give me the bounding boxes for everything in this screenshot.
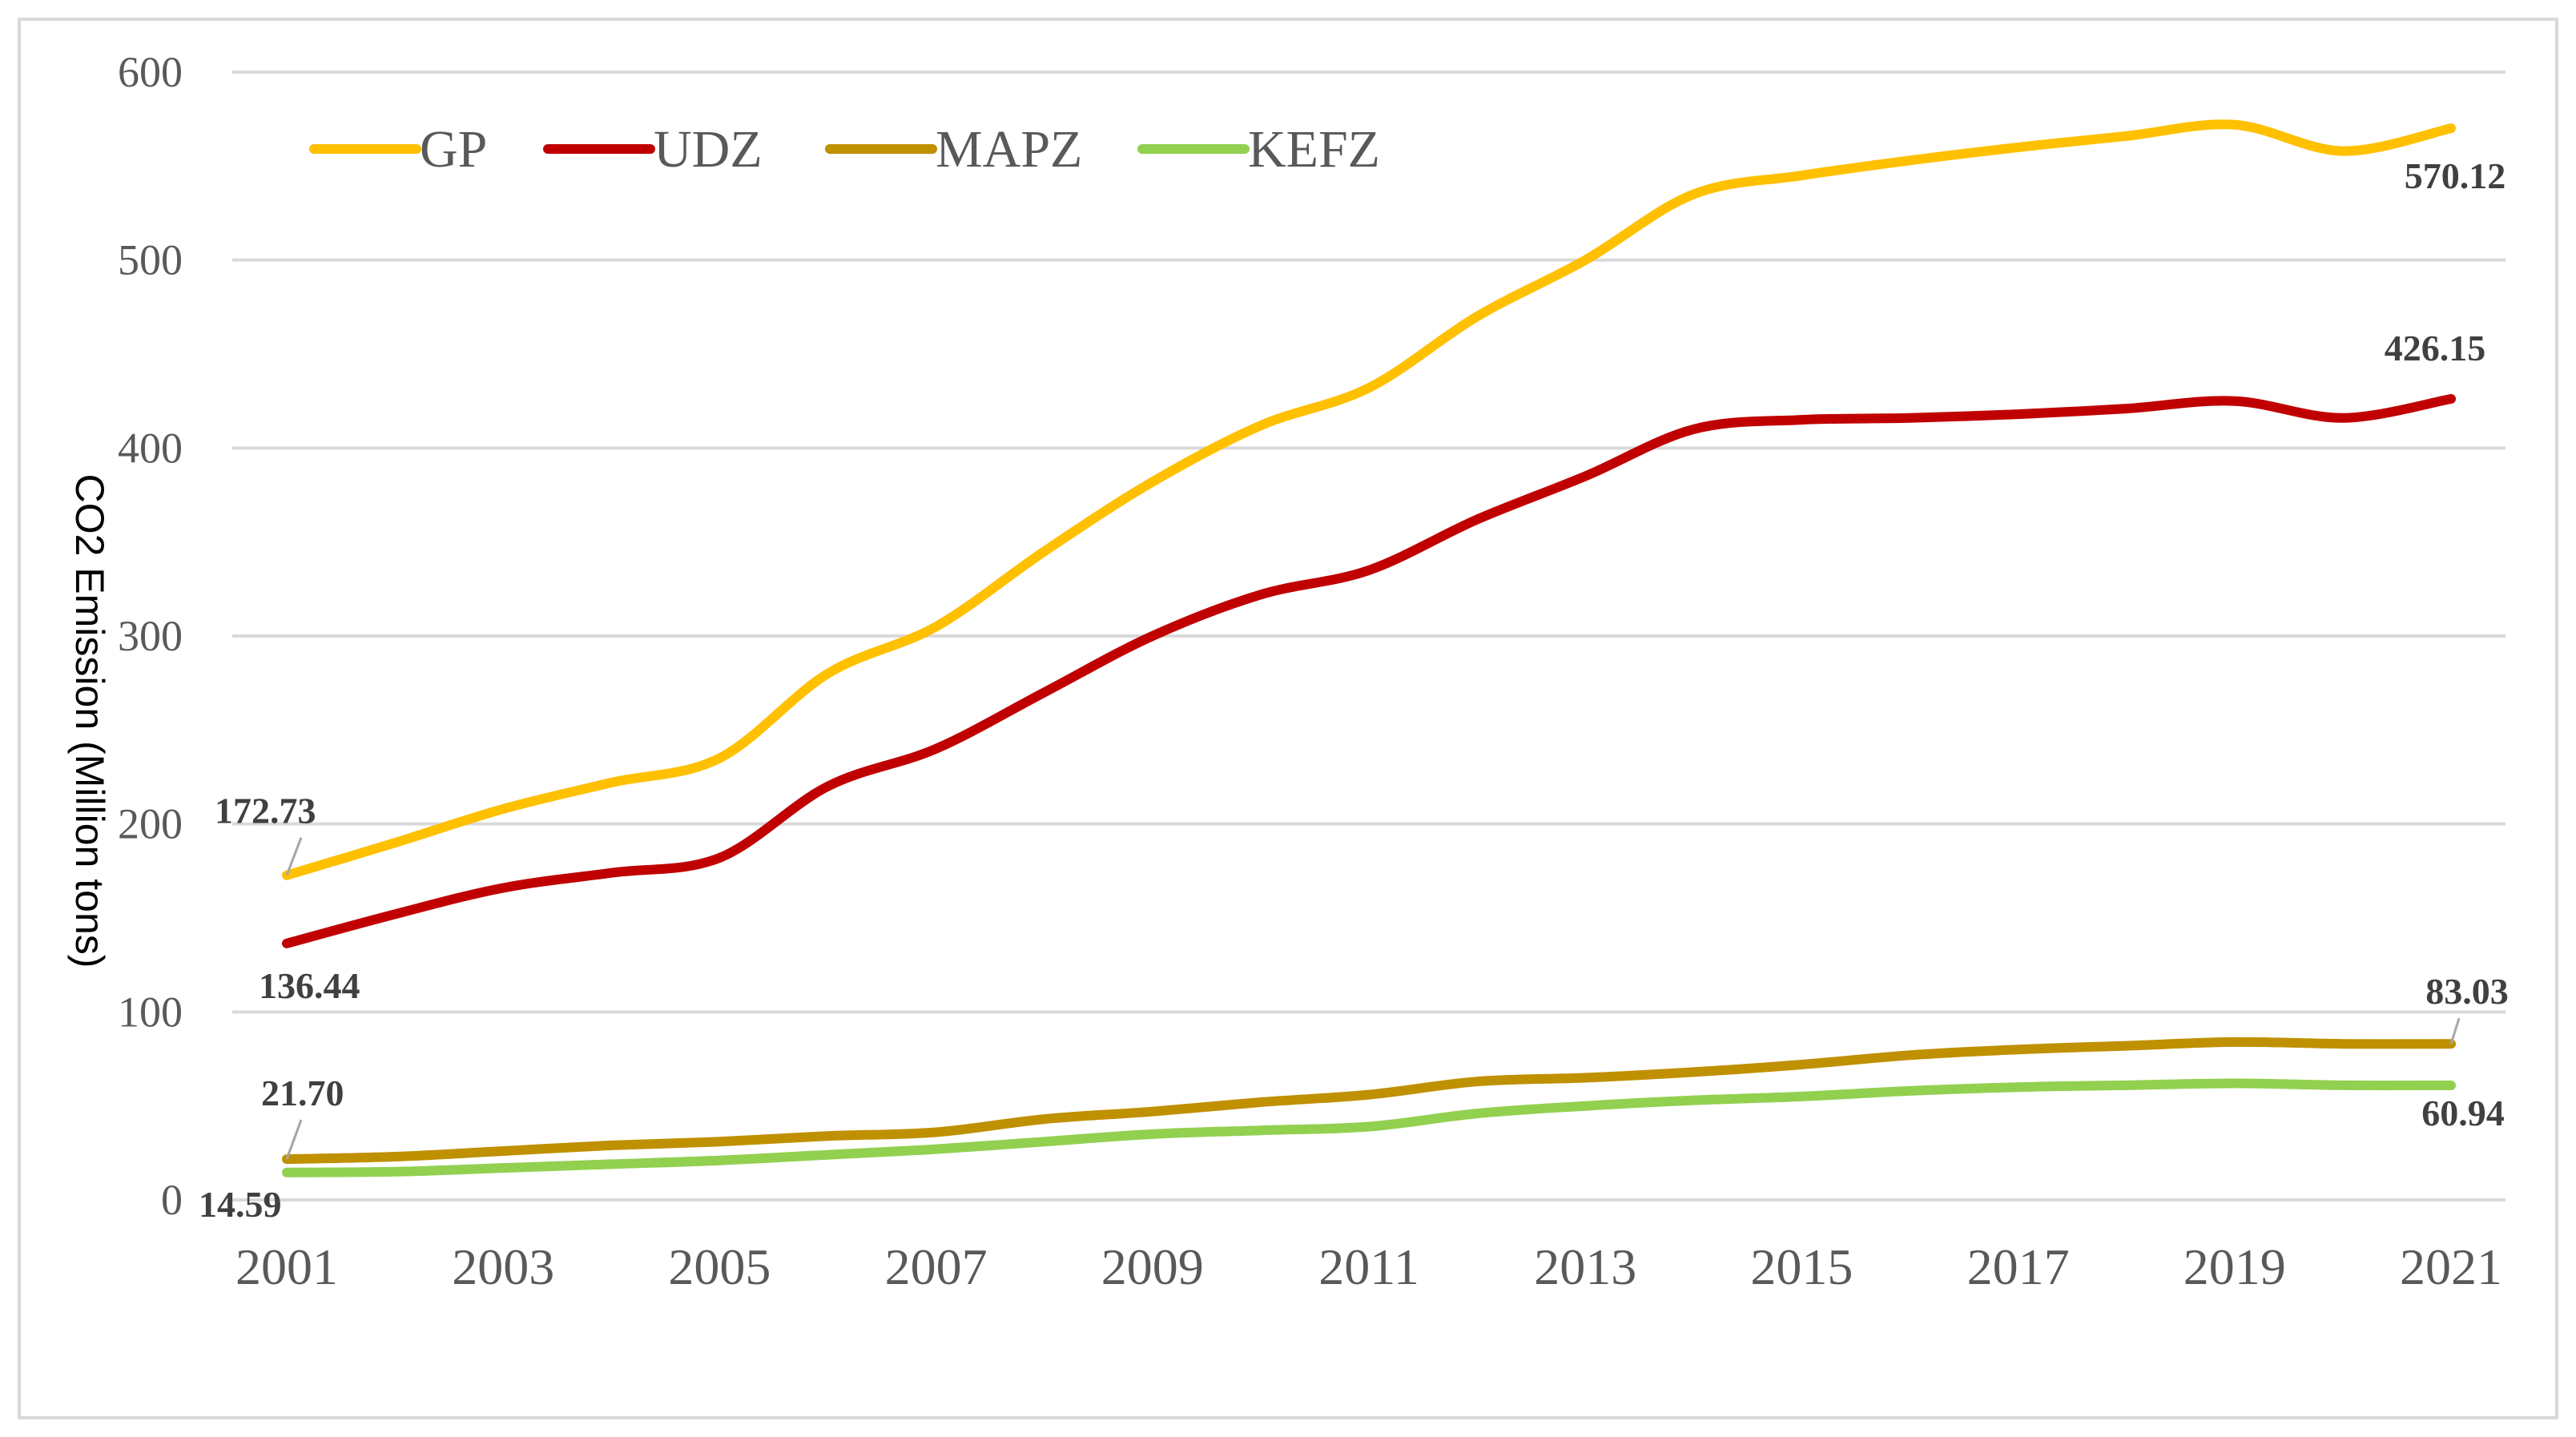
chart-frame [18, 18, 2558, 1419]
x-tick-label: 2021 [2400, 1238, 2502, 1295]
y-axis-ticks: 0 100 200 300 400 500 600 [118, 48, 183, 1224]
x-tick-label: 2009 [1101, 1238, 1204, 1295]
x-tick-label: 2007 [885, 1238, 988, 1295]
x-tick-label: 2013 [1534, 1238, 1636, 1295]
data-label-kefz: 14.59 [199, 1184, 282, 1225]
series-line-kefz [282, 1078, 2456, 1177]
data-label-udz: 426.15 [2385, 328, 2486, 368]
series-line-gp [282, 119, 2456, 880]
label-leader-line [285, 837, 303, 876]
y-tick-label: 500 [118, 236, 183, 284]
gridlines [232, 70, 2506, 1202]
y-tick-label: 300 [118, 612, 183, 660]
series-lines [282, 119, 2456, 1177]
x-tick-label: 2019 [2184, 1238, 2286, 1295]
x-tick-label: 2003 [452, 1238, 554, 1295]
x-axis-ticks: 2001 2003 2005 2007 2009 2011 2013 2015 2017 2019… [235, 1238, 2502, 1295]
x-tick-label: 2001 [235, 1238, 338, 1295]
label-leaders [285, 837, 2461, 1160]
legend-label-gp: GP [420, 120, 487, 179]
x-tick-label: 2005 [668, 1238, 771, 1295]
data-label-gp: 172.73 [215, 791, 316, 831]
legend-label-kefz: KEFZ [1248, 120, 1380, 179]
x-tick-label: 2011 [1318, 1238, 1419, 1295]
y-axis-title: CO2 Emission (Million tons) [67, 474, 112, 968]
data-label-kefz: 60.94 [2421, 1093, 2505, 1133]
y-tick-label: 600 [118, 48, 183, 96]
label-leader-line [2449, 1017, 2461, 1045]
y-tick-label: 0 [161, 1176, 183, 1224]
x-tick-label: 2017 [1967, 1238, 2070, 1295]
legend: GP UDZ MAPZ KEFZ [309, 120, 1380, 179]
label-leader-line [285, 1119, 303, 1160]
series-line-udz [282, 394, 2456, 948]
data-label-gp: 570.12 [2405, 155, 2506, 196]
data-label-mapz: 21.70 [261, 1073, 344, 1113]
data-labels: 172.73 570.12 136.44 426.15 21.70 83.03 14.59 6… [199, 155, 2509, 1225]
y-tick-label: 100 [118, 988, 183, 1036]
y-tick-label: 400 [118, 424, 183, 472]
data-label-mapz: 83.03 [2425, 971, 2509, 1012]
legend-label-udz: UDZ [654, 120, 763, 179]
series-line-mapz [282, 1036, 2456, 1165]
x-tick-label: 2015 [1750, 1238, 1853, 1295]
data-label-udz: 136.44 [259, 965, 360, 1006]
legend-label-mapz: MAPZ [936, 120, 1082, 179]
y-tick-label: 200 [118, 800, 183, 848]
